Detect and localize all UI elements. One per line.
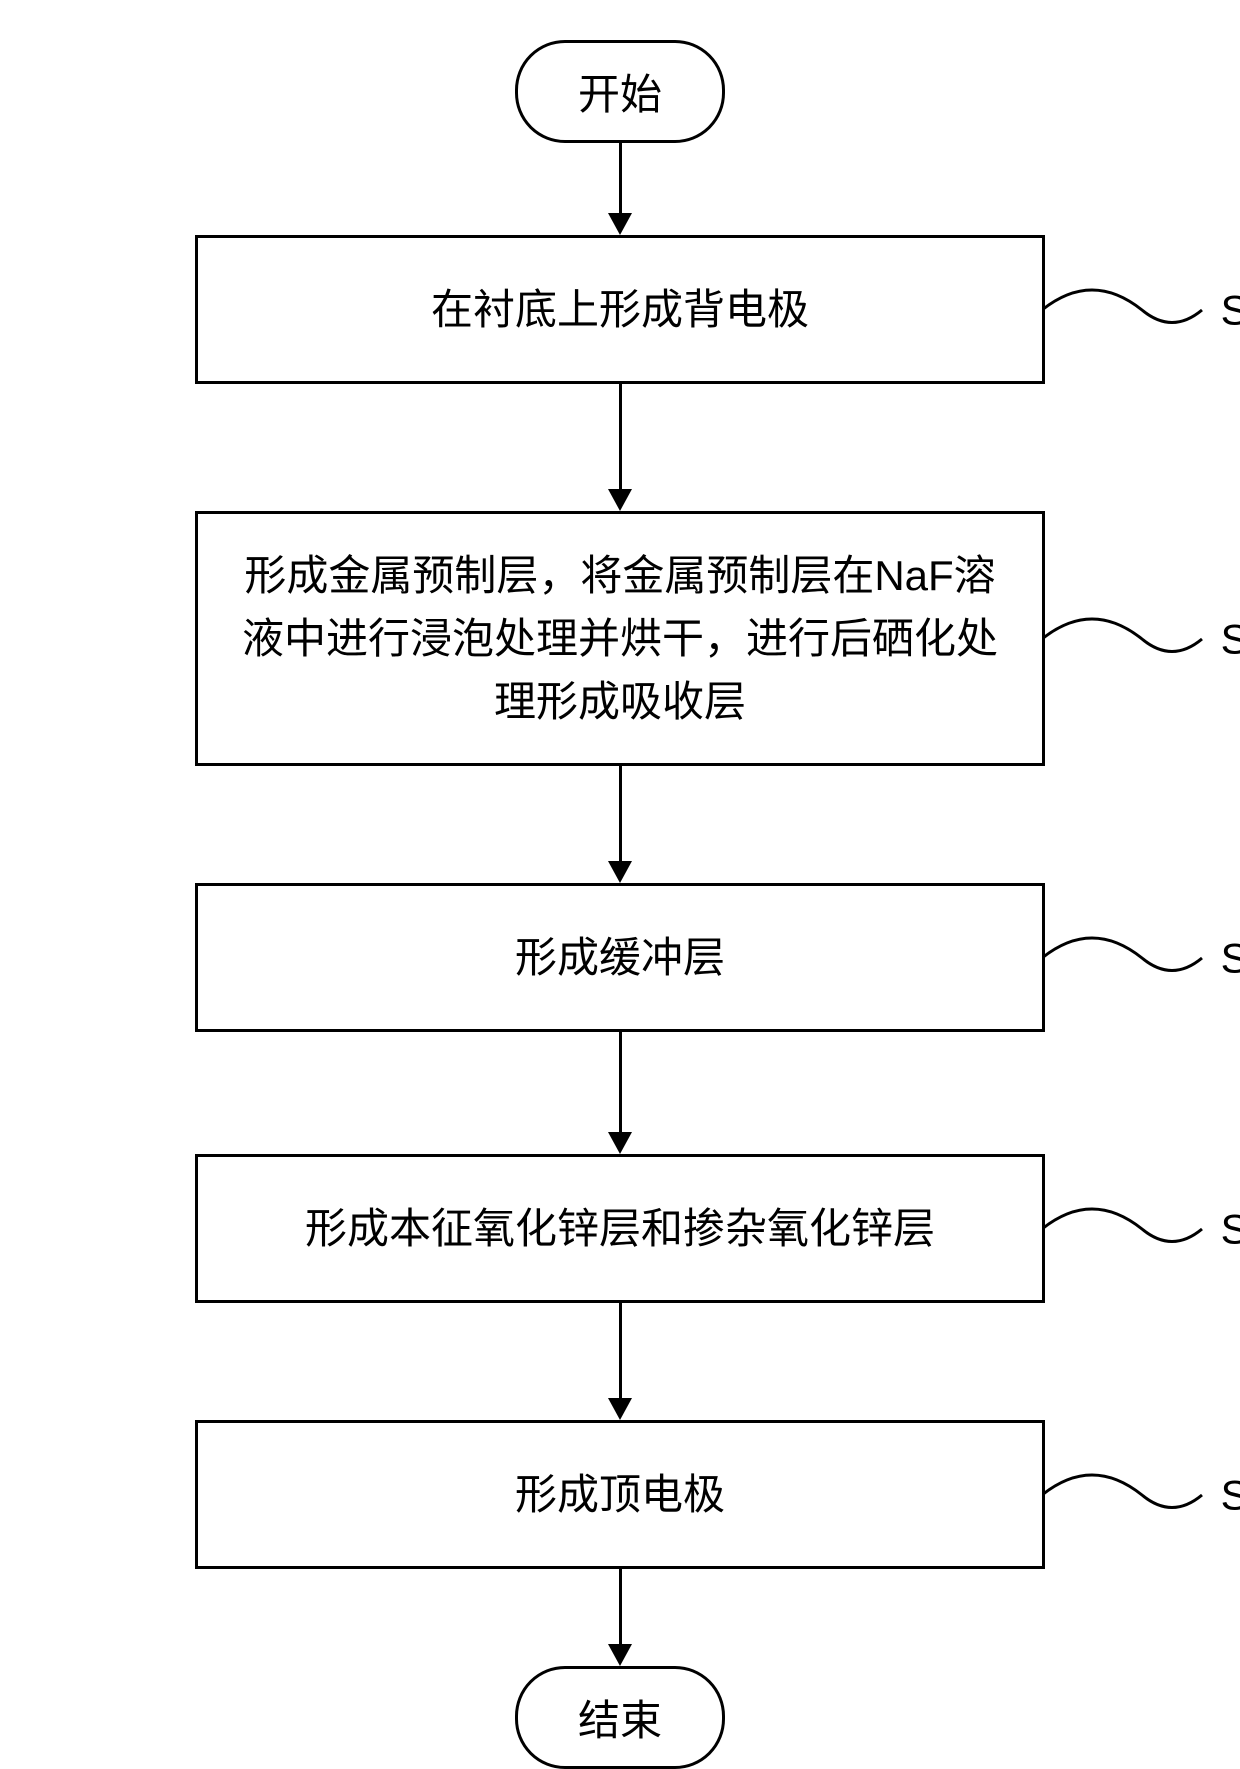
connector-s4 xyxy=(1042,1194,1207,1264)
process-s3: 形成缓冲层 S3 xyxy=(195,883,1045,1032)
connector-s1 xyxy=(1042,275,1207,345)
flowchart-end: 结束 xyxy=(515,1666,725,1769)
s2-text: 形成金属预制层，将金属预制层在NaF溶液中进行浸泡处理并烘干，进行后硒化处理形成… xyxy=(228,544,1012,733)
label-s4: S4 xyxy=(1221,1197,1240,1260)
s3-text: 形成缓冲层 xyxy=(515,926,725,989)
arrow-head xyxy=(608,213,632,235)
process-s2: 形成金属预制层，将金属预制层在NaF溶液中进行浸泡处理并烘干，进行后硒化处理形成… xyxy=(195,511,1045,766)
s1-text: 在衬底上形成背电极 xyxy=(431,278,809,341)
arrow-s4-s5 xyxy=(608,1303,632,1420)
label-s3: S3 xyxy=(1221,926,1240,989)
arrow-head xyxy=(608,1132,632,1154)
arrow-line xyxy=(619,766,622,861)
arrow-s1-s2 xyxy=(608,384,632,511)
s5-text: 形成顶电极 xyxy=(515,1463,725,1526)
connector-s5 xyxy=(1042,1460,1207,1530)
arrow-line xyxy=(619,384,622,489)
arrow-line xyxy=(619,143,622,213)
start-text: 开始 xyxy=(578,71,662,118)
flowchart-start: 开始 xyxy=(515,40,725,143)
arrow-start-s1 xyxy=(608,143,632,235)
arrow-line xyxy=(619,1303,622,1398)
arrow-s2-s3 xyxy=(608,766,632,883)
arrow-head xyxy=(608,489,632,511)
end-text: 结束 xyxy=(578,1697,662,1744)
arrow-head xyxy=(608,1398,632,1420)
arrow-s3-s4 xyxy=(608,1032,632,1154)
label-s1: S1 xyxy=(1221,278,1240,341)
arrow-s5-end xyxy=(608,1569,632,1666)
s4-text: 形成本征氧化锌层和掺杂氧化锌层 xyxy=(305,1197,935,1260)
arrow-head xyxy=(608,1644,632,1666)
flowchart-container: 开始 在衬底上形成背电极 S1 形成金属预制层，将金属预制层在NaF溶液中进行浸… xyxy=(195,40,1045,1769)
process-s5: 形成顶电极 S5 xyxy=(195,1420,1045,1569)
label-s5: S5 xyxy=(1221,1463,1240,1526)
arrow-line xyxy=(619,1569,622,1644)
connector-s2 xyxy=(1042,604,1207,674)
connector-s3 xyxy=(1042,923,1207,993)
process-s4: 形成本征氧化锌层和掺杂氧化锌层 S4 xyxy=(195,1154,1045,1303)
arrow-line xyxy=(619,1032,622,1132)
label-s2: S2 xyxy=(1221,607,1240,670)
arrow-head xyxy=(608,861,632,883)
process-s1: 在衬底上形成背电极 S1 xyxy=(195,235,1045,384)
